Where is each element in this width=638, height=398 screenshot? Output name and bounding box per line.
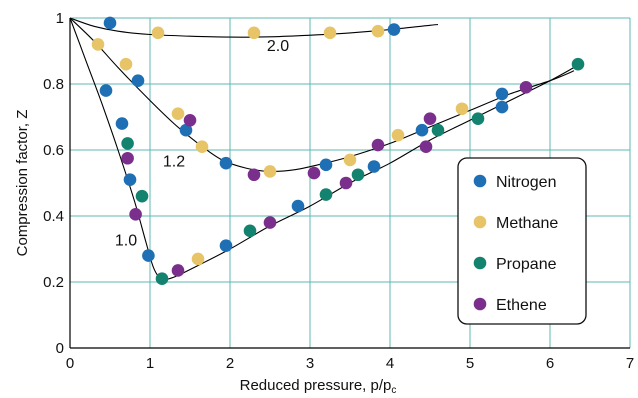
nitrogen-point xyxy=(131,74,145,87)
nitrogen-point xyxy=(219,239,233,252)
legend-box xyxy=(457,157,587,325)
x-tick-label: 1 xyxy=(146,355,154,372)
nitrogen-point xyxy=(495,87,509,101)
methane-point xyxy=(391,128,405,142)
nitrogen-point xyxy=(179,123,193,137)
x-tick-label: 3 xyxy=(306,355,314,372)
methane-point xyxy=(247,26,261,40)
nitrogen-point xyxy=(319,158,333,172)
propane-point xyxy=(135,189,149,203)
curve-label: 1.0 xyxy=(115,233,137,250)
legend-marker-methane xyxy=(473,215,487,229)
propane-point xyxy=(431,123,445,137)
methane-point xyxy=(191,252,205,266)
propane-point xyxy=(351,168,365,182)
methane-point xyxy=(343,153,357,167)
ethene-point xyxy=(129,208,142,221)
propane-point xyxy=(571,57,585,71)
tick-labels: 0 1 2 3 4 5 6 7 0 0.2 0.4 0.6 0.8 1 xyxy=(43,10,634,372)
methane-point xyxy=(151,26,165,40)
methane-point xyxy=(91,38,105,51)
axes xyxy=(69,18,630,349)
methane-point xyxy=(195,140,209,153)
methane-point xyxy=(119,57,133,71)
x-tick-label: 5 xyxy=(466,355,474,372)
curve-label: 1.2 xyxy=(163,154,185,171)
ethene-point xyxy=(423,112,437,125)
nitrogen-point xyxy=(142,249,155,262)
y-tick-label: 0 xyxy=(56,340,64,357)
isotherm-curve-1.0 xyxy=(69,17,575,280)
y-tick-label: 1 xyxy=(56,10,64,27)
nitrogen-point xyxy=(291,199,305,213)
legend-label-propane: Propane xyxy=(496,256,557,273)
nitrogen-point xyxy=(99,84,113,97)
x-axis-title-main: Reduced pressure, p/p xyxy=(240,377,392,394)
nitrogen-point xyxy=(115,117,129,130)
data-points xyxy=(91,16,585,286)
y-tick-label: 0.4 xyxy=(43,208,64,225)
methane-point xyxy=(323,26,337,40)
ethene-point xyxy=(339,176,353,190)
propane-point xyxy=(243,224,257,238)
propane-point xyxy=(471,112,485,125)
nitrogen-point xyxy=(123,173,137,186)
methane-point xyxy=(455,102,469,116)
nitrogen-point xyxy=(103,16,117,30)
ethene-point xyxy=(121,151,134,165)
ethene-point xyxy=(183,114,197,127)
legend-marker-ethene xyxy=(473,297,487,311)
propane-point xyxy=(319,188,333,201)
ethene-point xyxy=(419,140,433,153)
methane-point xyxy=(263,165,277,178)
ethene-point xyxy=(263,216,277,229)
nitrogen-point xyxy=(495,100,509,114)
ethene-point xyxy=(171,264,185,277)
ethene-point xyxy=(371,138,385,152)
methane-point xyxy=(371,24,385,38)
x-axis-title-subscript: c xyxy=(391,385,396,396)
ethene-point xyxy=(307,166,321,180)
nitrogen-point xyxy=(387,23,401,36)
x-tick-label: 0 xyxy=(66,355,74,372)
nitrogen-point xyxy=(415,123,429,137)
y-tick-label: 0.8 xyxy=(43,76,64,93)
legend-label-ethene: Ethene xyxy=(496,297,547,314)
propane-point xyxy=(121,137,134,150)
legend: Nitrogen Methane Propane Ethene xyxy=(457,157,587,325)
x-tick-label: 4 xyxy=(386,355,394,372)
nitrogen-point xyxy=(219,156,233,170)
x-tick-label: 7 xyxy=(626,355,634,372)
y-axis-title: Compression factor, Z xyxy=(14,110,31,257)
legend-marker-nitrogen xyxy=(473,174,487,188)
x-tick-label: 2 xyxy=(226,355,234,372)
x-axis-title: Reduced pressure, p/pc xyxy=(240,377,397,396)
legend-marker-propane xyxy=(473,256,487,270)
curve-label: 2.0 xyxy=(267,38,289,55)
propane-point xyxy=(155,272,169,286)
isotherm-curve-1.2 xyxy=(69,17,575,173)
y-tick-label: 0.6 xyxy=(43,142,64,159)
x-tick-label: 6 xyxy=(546,355,554,372)
nitrogen-point xyxy=(367,160,381,173)
legend-label-methane: Methane xyxy=(496,215,558,232)
methane-point xyxy=(171,107,185,120)
legend-label-nitrogen: Nitrogen xyxy=(496,174,556,191)
y-tick-label: 0.2 xyxy=(43,274,64,291)
ethene-point xyxy=(247,168,261,182)
ethene-point xyxy=(519,81,533,94)
